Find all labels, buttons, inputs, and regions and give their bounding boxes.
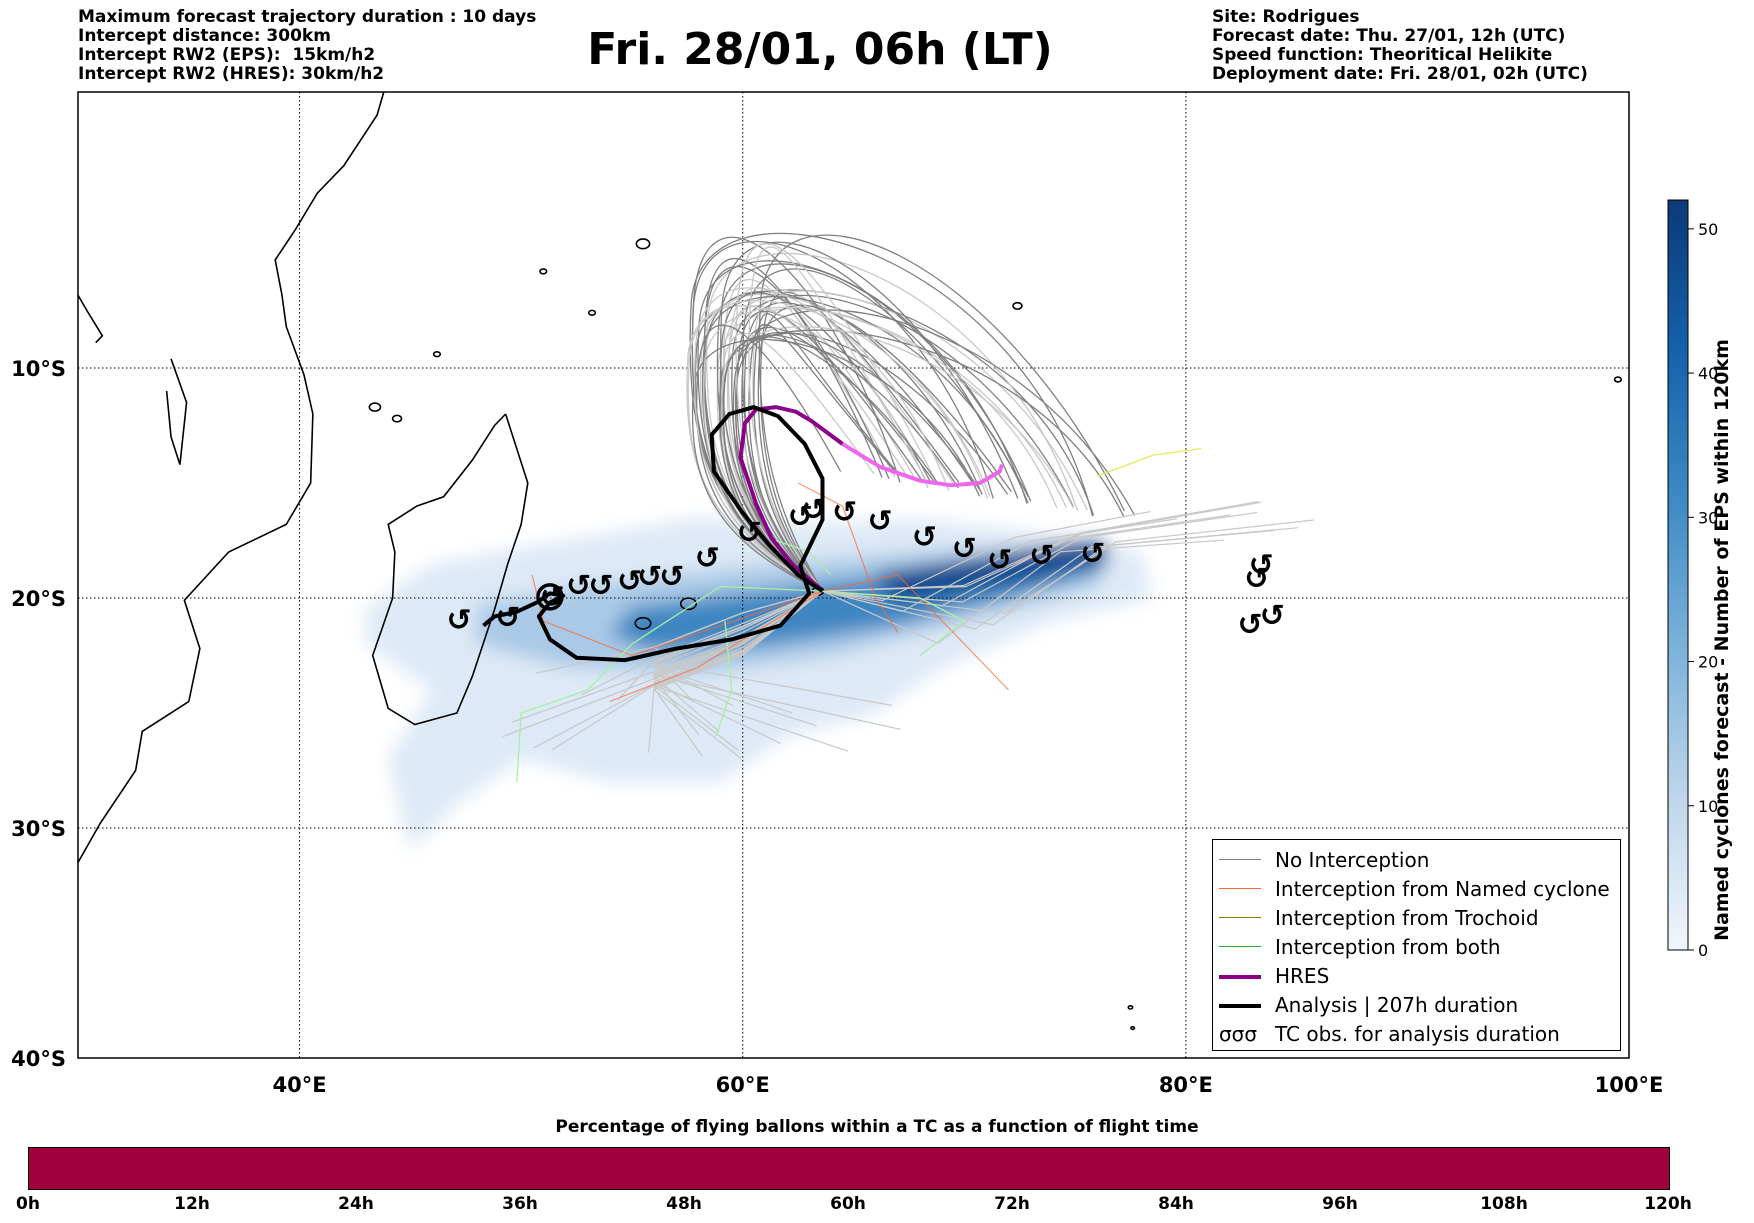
legend-label: Interception from both	[1275, 935, 1501, 959]
time-tick-label: 36h	[502, 1194, 538, 1214]
header-right-info: Site: Rodrigues Forecast date: Thu. 27/01…	[1212, 8, 1588, 84]
tc-obs-marker: ↺	[617, 564, 642, 599]
time-tick-label: 60h	[830, 1194, 866, 1214]
time-tick-label: 48h	[666, 1194, 702, 1214]
legend-label: No Interception	[1275, 848, 1430, 872]
percentage-bar	[28, 1147, 1670, 1190]
header-left-line: Intercept RW2 (EPS): 15km/h2	[78, 45, 376, 65]
time-tick-label: 0h	[16, 1194, 40, 1214]
tracks	[482, 405, 1004, 663]
tc-obs-marker: ↺	[659, 559, 684, 594]
axis-ticks: 40°E 60°E 80°E 100°E 10°S 20°S 30°S 40°S	[11, 357, 1663, 1097]
tc-obs-marker: ↺	[695, 541, 720, 576]
legend-item: HRES	[1213, 962, 1620, 990]
legend-item: Interception from Trochoid	[1213, 904, 1620, 932]
lat-tick-label: 40°S	[11, 1047, 66, 1071]
time-tick-label: 12h	[174, 1194, 210, 1214]
time-tick-label: 72h	[994, 1194, 1030, 1214]
time-tick-label: 84h	[1158, 1194, 1194, 1214]
colorbar-tick-label: 0	[1698, 941, 1708, 960]
lat-tick-label: 20°S	[11, 587, 66, 611]
tc-obs-marker: ↺	[868, 504, 893, 539]
tc-obs-marker: ↺	[1080, 536, 1105, 571]
legend-label: HRES	[1275, 964, 1330, 988]
colorbar: 0 10 20 30 40 50	[1667, 199, 1718, 960]
legend-swatch	[1219, 975, 1261, 979]
lat-tick-label: 10°S	[11, 357, 66, 381]
legend-swatch	[1219, 1004, 1261, 1008]
header-right-line: Forecast date: Thu. 27/01, 12h (UTC)	[1212, 26, 1566, 46]
header-left-line: Intercept distance: 300km	[78, 26, 331, 46]
legend-swatch	[1219, 917, 1261, 918]
tc-obs-marker: ↺	[540, 580, 565, 615]
colorbar-tick-label: 50	[1698, 220, 1718, 239]
tc-obs-marker: ↺	[495, 601, 520, 636]
colorbar-label: Named cyclones forecast - Number of EPS …	[1711, 339, 1733, 941]
time-tick-label: 120h	[1644, 1194, 1692, 1214]
legend-item: σσσ TC obs. for analysis duration	[1213, 1020, 1620, 1048]
colorbar-tick-label: 40	[1698, 364, 1718, 383]
colorbar-tick-label: 10	[1698, 797, 1718, 816]
tc-obs-marker: ↺	[737, 516, 762, 551]
legend-label: Interception from Trochoid	[1275, 906, 1539, 930]
main-title: Fri. 28/01, 06h (LT)	[587, 24, 1053, 75]
analysis-track	[482, 405, 825, 663]
tc-obs-marker: ↺	[832, 495, 857, 530]
header-right-line: Deployment date: Fri. 28/01, 02h (UTC)	[1212, 64, 1588, 84]
map-frame	[77, 91, 1630, 1059]
lon-tick-label: 80°E	[1159, 1073, 1213, 1097]
tc-obs-marker: ↺	[1029, 539, 1054, 574]
tc-obs-legend-icon: σσσ	[1219, 1022, 1258, 1046]
legend-swatch	[1219, 888, 1261, 889]
legend-label: Analysis | 207h duration	[1275, 993, 1519, 1017]
lon-tick-label: 100°E	[1595, 1073, 1664, 1097]
tc-obs-marker: ↺	[566, 569, 591, 604]
tc-obs-marker: ↺	[1260, 598, 1285, 633]
coastlines	[78, 92, 1623, 1031]
tc-obs-marker: ↺	[801, 493, 826, 528]
header-right-line: Site: Rodrigues	[1212, 7, 1360, 27]
percentage-bar-title: Percentage of flying ballons within a TC…	[555, 1117, 1199, 1137]
tc-obs-marker: ↺	[1238, 608, 1263, 643]
legend-label: TC obs. for analysis duration	[1275, 1022, 1560, 1046]
legend-swatch	[1219, 946, 1261, 947]
legend-item: Analysis | 207h duration	[1213, 991, 1620, 1019]
tc-obs-marker: ↺	[447, 603, 472, 638]
legend: No Interception Interception from Named c…	[1212, 839, 1621, 1051]
header-left-line: Maximum forecast trajectory duration : 1…	[78, 7, 537, 27]
legend-item: No Interception	[1213, 846, 1620, 874]
tc-obs-marker: ↺	[987, 543, 1012, 578]
header-right-line: Speed function: Theoritical Helikite	[1212, 45, 1553, 65]
legend-item: Interception from Named cyclone	[1213, 875, 1620, 903]
header-left-line: Intercept RW2 (HRES): 30km/h2	[78, 64, 385, 84]
header-left-info: Maximum forecast trajectory duration : 1…	[78, 8, 536, 84]
time-tick-label: 108h	[1480, 1194, 1528, 1214]
tc-obs-marker: ↺	[1244, 562, 1269, 597]
tc-obs-marker: ↺	[952, 532, 977, 567]
hres-track	[738, 405, 844, 591]
lon-tick-label: 40°E	[273, 1073, 327, 1097]
colorbar-tick-label: 30	[1698, 508, 1718, 527]
tc-obs-marker: ↺	[788, 500, 813, 535]
time-tick-label: 24h	[338, 1194, 374, 1214]
tc-observations: ↺ ↺↺ ↺↺ ↺↺↺↺↺ ↺↺ ↺ ↺ ↺ ↺ ↺ ↺ ↺ ↺↺↺↺	[447, 493, 1285, 643]
hres-track-extension	[841, 442, 1004, 488]
ensemble-trajectories	[502, 232, 1315, 783]
time-tick-label: 96h	[1322, 1194, 1358, 1214]
lon-tick-label: 60°E	[716, 1073, 770, 1097]
legend-swatch	[1219, 859, 1261, 860]
legend-item: Interception from both	[1213, 933, 1620, 961]
tc-obs-marker: ↺	[912, 520, 937, 555]
lat-tick-label: 30°S	[11, 817, 66, 841]
tc-obs-marker: ↺	[1249, 548, 1274, 583]
graticule	[78, 92, 1629, 1058]
tc-obs-marker: ↺	[637, 559, 662, 594]
legend-label: Interception from Named cyclone	[1275, 877, 1610, 901]
tc-obs-marker: ↺	[588, 569, 613, 604]
colorbar-tick-label: 20	[1698, 653, 1718, 672]
